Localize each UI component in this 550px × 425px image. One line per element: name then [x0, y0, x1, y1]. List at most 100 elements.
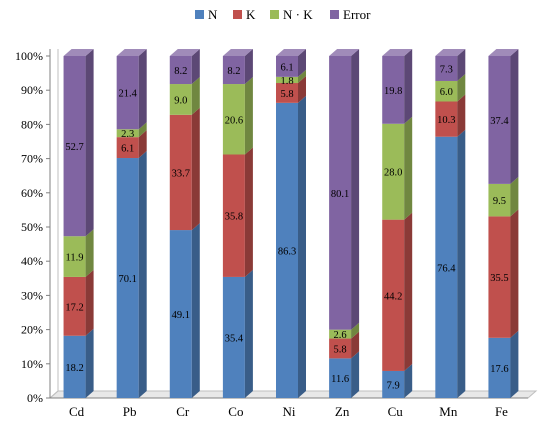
bar-segment	[116, 158, 139, 398]
bar-segment-side	[457, 49, 466, 81]
bar-segment-side	[404, 212, 413, 371]
bar-segment-side	[191, 223, 200, 398]
bar-segment-side	[351, 331, 360, 359]
data-label: 49.1	[172, 310, 190, 321]
x-tick-label: Cr	[176, 404, 190, 419]
bar-segment-side	[404, 364, 413, 398]
x-tick-label: Pb	[123, 404, 137, 419]
bar-segment	[435, 56, 458, 81]
bar-stack-Mn: 76.4 10.3 6.0 7.3	[435, 49, 466, 398]
bar-segment-side	[298, 69, 306, 83]
bar-stack-Co: 35.4 35.8 20.6 8.2	[222, 49, 253, 398]
bar-segment-side	[298, 76, 306, 103]
bar-segment	[488, 337, 511, 398]
bar-stack-Cr: 49.1 33.7 9.0 8.2	[169, 49, 200, 398]
y-tick-label: 40%	[21, 254, 43, 268]
bar-segment-side	[510, 49, 519, 184]
x-tick-label: Fe	[495, 404, 508, 419]
bar-segment	[222, 56, 245, 85]
bar-segment	[329, 338, 352, 359]
bar-segment	[222, 154, 245, 277]
data-label: 6.1	[121, 144, 134, 155]
bar-segment	[276, 76, 298, 84]
x-tick-label: Co	[228, 404, 243, 419]
bar-segment	[382, 370, 405, 398]
bar-segment	[329, 358, 352, 398]
data-label: 86.3	[278, 246, 296, 257]
data-label: 37.4	[490, 116, 509, 127]
bar-segment-side	[138, 49, 147, 130]
bar-segment	[276, 102, 298, 398]
bar-stack-Pb: 70.1 6.1 2.3 21.4	[116, 49, 147, 398]
bar-stack-Zn: 11.6 5.8 2.6 80.1	[329, 49, 360, 398]
bar-segment	[116, 137, 139, 159]
bar-segment	[276, 83, 298, 103]
bar-segment	[169, 230, 192, 398]
bar-segment	[276, 56, 298, 77]
data-label: 52.7	[65, 142, 83, 153]
bar-segment-side	[85, 49, 94, 237]
bar-segment-top	[222, 49, 253, 56]
data-label: 9.0	[174, 95, 187, 106]
data-label: 7.9	[387, 380, 400, 391]
data-label: 17.2	[65, 302, 83, 313]
y-tick-label: 90%	[21, 83, 43, 97]
data-label: 20.6	[225, 115, 243, 126]
bar-segment	[488, 216, 511, 338]
bar-segment-side	[244, 147, 253, 277]
y-tick-label: 20%	[21, 323, 43, 337]
bar-segment-side	[510, 176, 519, 217]
bar-segment-side	[457, 94, 466, 137]
bar-segment-top	[276, 49, 306, 56]
legend-swatch	[330, 10, 339, 19]
bar-segment	[63, 56, 86, 237]
bar-stack-Cu: 7.9 44.2 28.0 19.8	[382, 49, 413, 398]
x-tick-label: Mn	[439, 404, 458, 419]
data-label: 35.5	[490, 273, 508, 284]
bar-segment	[329, 56, 352, 330]
data-label: 8.2	[227, 66, 240, 77]
data-label: 11.6	[331, 374, 349, 385]
data-label: 2.3	[121, 129, 134, 140]
bar-segment	[169, 56, 192, 85]
x-tick-label: Zn	[335, 404, 350, 419]
data-label: 19.8	[384, 86, 402, 97]
data-label: 6.0	[440, 87, 453, 98]
bar-segment-side	[191, 49, 200, 84]
y-tick-label: 50%	[21, 220, 43, 234]
bar-segment-side	[404, 49, 413, 124]
legend-swatch	[270, 10, 279, 19]
bar-segment	[222, 84, 245, 155]
data-label: 28.0	[384, 168, 402, 179]
y-tick-label: 10%	[21, 357, 43, 371]
bar-stack-Fe: 17.6 35.5 9.5 37.4	[488, 49, 519, 398]
y-tick-label: 70%	[21, 152, 43, 166]
bar-segment-top	[382, 49, 413, 56]
bar-segment	[329, 329, 352, 339]
data-label: 35.8	[225, 212, 243, 223]
data-label: 80.1	[331, 189, 349, 200]
bar-segment-side	[298, 95, 306, 399]
y-tick-label: 60%	[21, 186, 43, 200]
data-label: 2.6	[334, 330, 347, 341]
data-label: 18.2	[65, 363, 83, 374]
bar-segment-side	[457, 129, 466, 398]
bar-segment-side	[351, 49, 360, 330]
data-label: 33.7	[172, 168, 190, 179]
bar-segment-side	[138, 122, 147, 138]
y-tick-label: 30%	[21, 288, 43, 302]
y-tick-label: 0%	[27, 391, 43, 405]
legend-label: K	[246, 7, 256, 22]
bar-segment-side	[85, 269, 94, 336]
x-tick-label: Ni	[283, 404, 296, 419]
y-tick-label: 100%	[15, 49, 43, 63]
data-label: 35.4	[225, 333, 244, 344]
bar-segment	[63, 236, 86, 277]
data-label: 44.2	[384, 291, 402, 302]
data-label: 5.8	[280, 89, 293, 100]
legend-swatch	[233, 10, 242, 19]
bar-segment-side	[138, 130, 147, 158]
bar-segment	[382, 219, 405, 371]
